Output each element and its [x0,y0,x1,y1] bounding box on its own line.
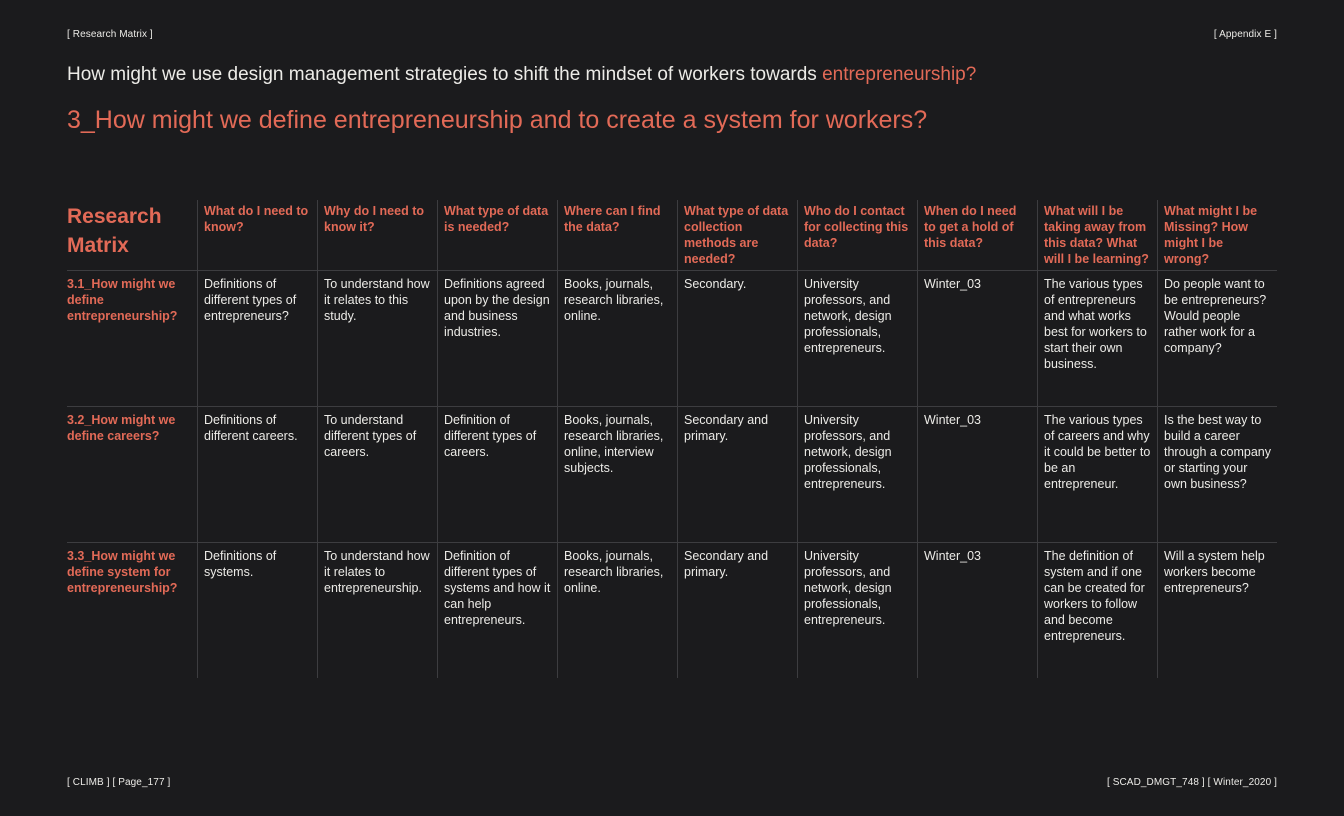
column-header: When do I need to get a hold of this dat… [917,200,1037,270]
column-header: Where can I find the data? [557,200,677,270]
table-cell: Definition of different types of systems… [437,542,557,678]
table-cell: The various types of entrepreneurs and w… [1037,270,1157,406]
table-cell: The various types of careers and why it … [1037,406,1157,542]
table-cell: To understand how it relates to entrepre… [317,542,437,678]
table-cell: The definition of system and if one can … [1037,542,1157,678]
row-header: 3.3_How might we define system for entre… [67,542,197,678]
table-cell: To understand different types of careers… [317,406,437,542]
column-header: What type of data collection methods are… [677,200,797,270]
column-header: What do I need to know? [197,200,317,270]
table-cell: Definitions of different careers. [197,406,317,542]
table-cell: Secondary and primary. [677,542,797,678]
table-cell: Books, journals, research libraries, onl… [557,406,677,542]
table-cell: Definitions of different types of entrep… [197,270,317,406]
column-header: Who do I contact for collecting this dat… [797,200,917,270]
footer-page-label: [ CLIMB ] [ Page_177 ] [67,777,171,788]
row-header: 3.1_How might we define entrepreneurship… [67,270,197,406]
table-cell: Will a system help workers become entrep… [1157,542,1277,678]
table-cell: University professors, and network, desi… [797,406,917,542]
table-cell: Secondary and primary. [677,406,797,542]
header-appendix-label: [ Appendix E ] [1213,29,1277,40]
table-cell: Winter_03 [917,406,1037,542]
footer-course-label: [ SCAD_DMGT_748 ] [ Winter_2020 ] [1106,777,1277,788]
table-cell: Books, journals, research libraries, onl… [557,270,677,406]
table-cell: University professors, and network, desi… [797,270,917,406]
main-question: How might we use design management strat… [67,64,976,86]
table-cell: Definitions of systems. [197,542,317,678]
table-cell: Do people want to be entrepreneurs? Woul… [1157,270,1277,406]
column-header: What type of data is needed? [437,200,557,270]
table-cell: Is the best way to build a career throug… [1157,406,1277,542]
main-question-text: How might we use design management strat… [67,64,823,85]
sub-question: 3_How might we define entrepreneurship a… [67,106,928,134]
table-cell: Definitions agreed upon by the design an… [437,270,557,406]
table-cell: Books, journals, research libraries, onl… [557,542,677,678]
table-cell: Secondary. [677,270,797,406]
research-matrix-table: Research Matrix What do I need to know? W… [67,200,1277,678]
table-cell: University professors, and network, desi… [797,542,917,678]
row-header: 3.2_How might we define careers? [67,406,197,542]
matrix-title: Research Matrix [67,205,162,257]
column-header: What will I be taking away from this dat… [1037,200,1157,270]
main-question-highlight: entrepreneurship? [822,64,977,85]
table-cell: Winter_03 [917,542,1037,678]
header-section-label: [ Research Matrix ] [67,29,153,40]
column-header: Why do I need to know it? [317,200,437,270]
table-cell: To understand how it relates to this stu… [317,270,437,406]
table-cell: Winter_03 [917,270,1037,406]
column-header: What might I be Missing? How might I be … [1157,200,1277,270]
table-cell: Definition of different types of careers… [437,406,557,542]
